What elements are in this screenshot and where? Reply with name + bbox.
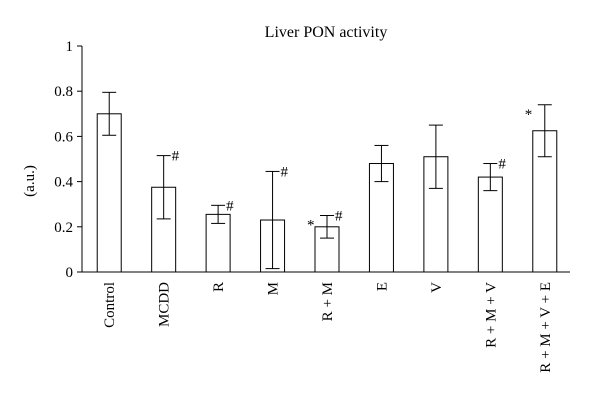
bar	[96, 113, 122, 273]
y-tick-label: 0.8	[54, 84, 73, 100]
category-label: R + M	[320, 282, 336, 321]
chart-title: Liver PON activity	[265, 24, 388, 41]
error-bars	[102, 91, 552, 270]
significance-hash: #	[226, 198, 234, 214]
y-tick-label: 0.4	[54, 175, 73, 191]
bars	[96, 113, 558, 273]
category-labels: Control MCDD R M R + M E V R + M + V R + M + V +…	[102, 282, 554, 373]
y-axis-label: (a.u.)	[22, 165, 38, 197]
significance-star: *	[307, 218, 315, 234]
category-label: Control	[102, 282, 118, 328]
significance-hash: #	[172, 149, 180, 165]
category-label: R + M + V	[483, 282, 499, 348]
category-label: MCDD	[157, 282, 173, 327]
significance-hash: #	[281, 164, 289, 180]
y-tick-label: 0	[66, 265, 74, 281]
y-tick-label: 0.2	[54, 220, 73, 236]
category-label: R	[211, 282, 227, 292]
significance-star: *	[525, 107, 533, 123]
bar	[205, 213, 231, 273]
significance-hash: #	[498, 157, 506, 173]
category-label: M	[266, 282, 282, 295]
significance-marks: # # # * # # *	[172, 107, 533, 234]
category-label: R + M + V + E	[538, 282, 554, 373]
significance-hash: #	[335, 209, 343, 225]
y-tick-label: 1	[66, 39, 74, 55]
category-label: V	[429, 282, 445, 293]
category-label: E	[374, 282, 390, 291]
y-tick-label: 0.6	[54, 129, 73, 145]
bar	[477, 176, 503, 273]
y-ticks: 0 0.2 0.4 0.6 0.8 1	[54, 39, 82, 281]
